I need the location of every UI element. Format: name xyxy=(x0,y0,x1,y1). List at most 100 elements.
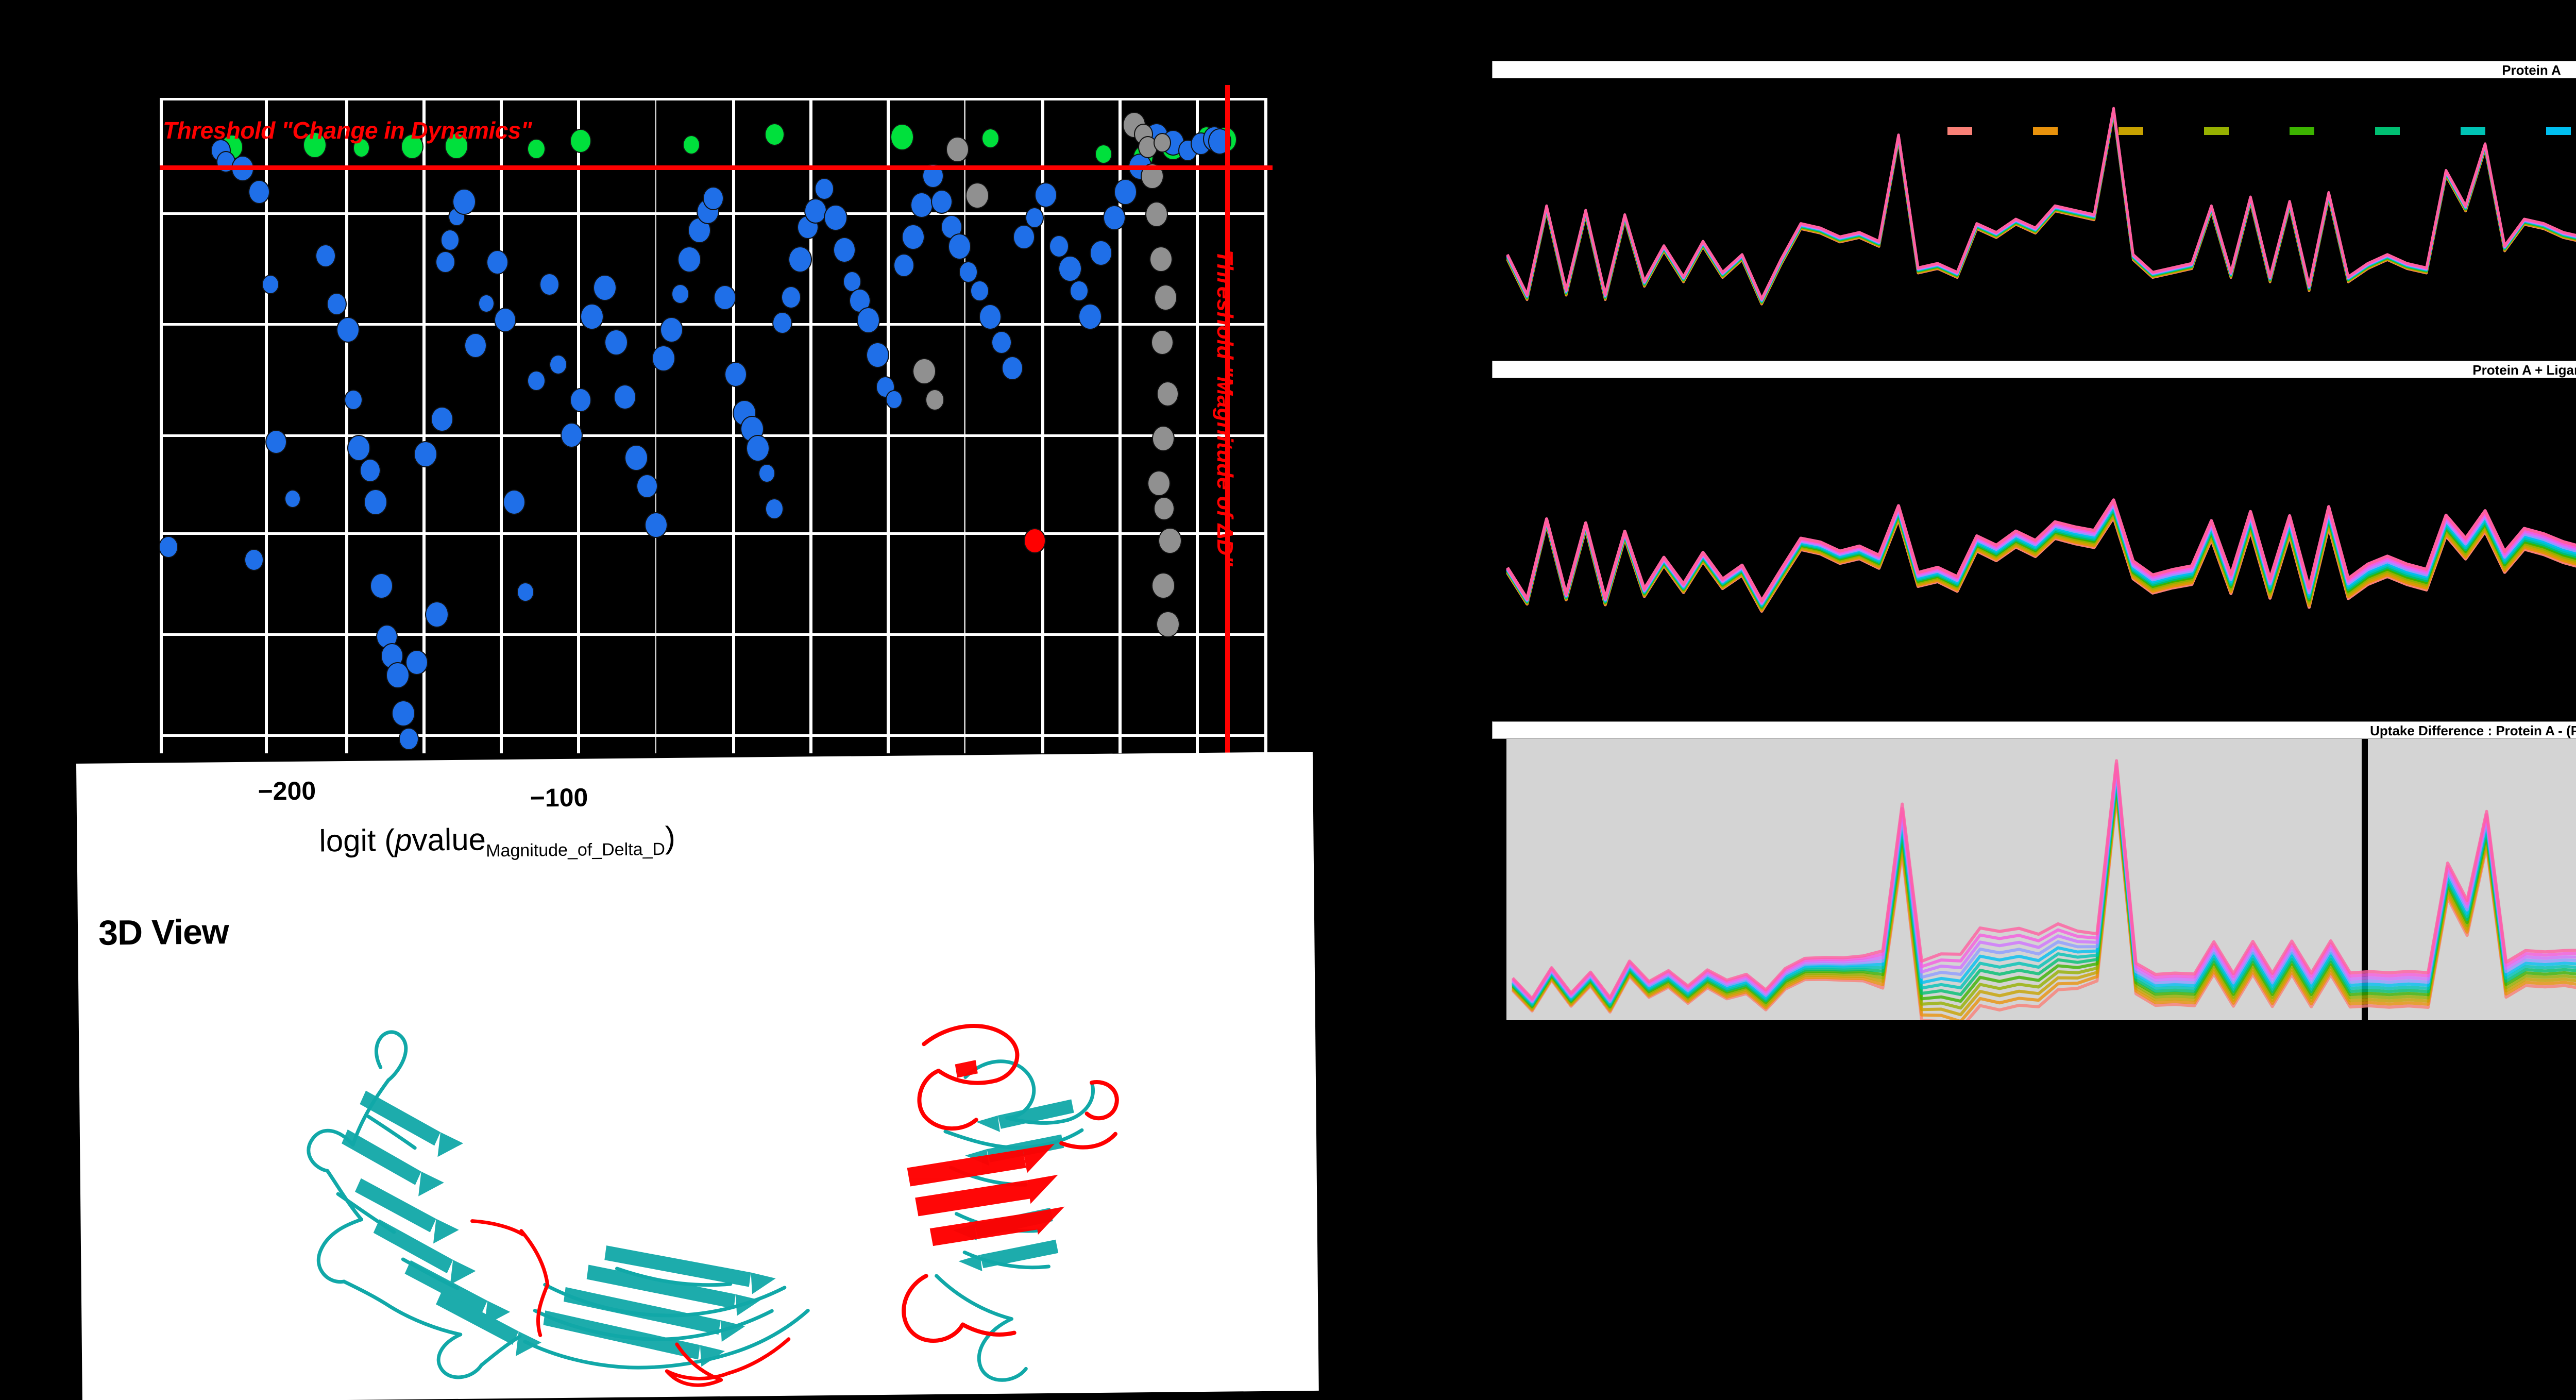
volcano-point[interactable] xyxy=(517,582,534,602)
volcano-point[interactable] xyxy=(445,133,468,160)
volcano-point[interactable] xyxy=(593,275,617,301)
volcano-point[interactable] xyxy=(824,205,848,231)
volcano-point[interactable] xyxy=(948,233,972,260)
uptake-panel-protein-a[interactable]: Protein A xyxy=(1492,61,2576,329)
volcano-point[interactable] xyxy=(1154,497,1175,521)
volcano-point[interactable] xyxy=(1090,240,1113,266)
volcano-point[interactable] xyxy=(636,474,658,499)
volcano-point[interactable] xyxy=(494,308,516,333)
volcano-point[interactable] xyxy=(405,650,429,676)
volcano-point[interactable] xyxy=(1070,280,1089,302)
volcano-point[interactable] xyxy=(1151,572,1175,599)
volcano-point[interactable] xyxy=(890,124,914,150)
volcano-point[interactable] xyxy=(1114,179,1138,205)
volcano-point[interactable] xyxy=(981,128,1000,149)
volcano-point[interactable] xyxy=(392,700,415,727)
volcano-point[interactable] xyxy=(965,182,989,209)
volcano-point[interactable] xyxy=(435,251,455,274)
volcano-point[interactable] xyxy=(486,250,509,275)
volcano-point[interactable] xyxy=(910,192,934,218)
volcano-point[interactable] xyxy=(478,294,495,313)
volcano-point[interactable] xyxy=(401,134,423,160)
volcano-point[interactable] xyxy=(549,355,568,375)
volcano-point[interactable] xyxy=(724,362,748,387)
volcano-point[interactable] xyxy=(265,430,287,454)
3d-view-card[interactable]: −200 −100 logit (pvalueMagnitude_of_Delt… xyxy=(76,751,1319,1400)
volcano-point[interactable] xyxy=(746,435,770,462)
volcano-point[interactable] xyxy=(652,345,675,372)
volcano-point[interactable] xyxy=(262,275,279,294)
volcano-point[interactable] xyxy=(1078,303,1102,330)
volcano-point[interactable] xyxy=(370,573,393,599)
volcano-point[interactable] xyxy=(765,123,785,146)
volcano-plot-area[interactable]: Threshold "Change in Dynamics" Threshold… xyxy=(159,85,1273,769)
volcano-point[interactable] xyxy=(866,342,889,368)
volcano-point[interactable] xyxy=(159,536,178,558)
legend-swatch-timepoint-5[interactable] xyxy=(2290,127,2314,135)
volcano-point[interactable] xyxy=(452,189,476,215)
volcano-point[interactable] xyxy=(1157,381,1179,407)
volcano-point[interactable] xyxy=(925,389,945,411)
volcano-point[interactable] xyxy=(360,459,381,483)
volcano-point[interactable] xyxy=(580,303,604,330)
legend-swatch-timepoint-4[interactable] xyxy=(2204,127,2229,135)
uptake-chart-difference[interactable] xyxy=(1492,739,2576,1020)
volcano-point[interactable] xyxy=(414,441,437,468)
volcano-point[interactable] xyxy=(1013,225,1035,249)
volcano-point[interactable] xyxy=(425,601,449,628)
volcano-point[interactable] xyxy=(527,139,546,160)
uptake-panel-protein-a-ligand[interactable]: Protein A + Ligand xyxy=(1492,361,2576,629)
volcano-point[interactable] xyxy=(336,317,360,343)
volcano-point[interactable] xyxy=(244,549,264,571)
volcano-point[interactable] xyxy=(804,198,827,224)
volcano-point[interactable] xyxy=(886,390,903,409)
volcano-point[interactable] xyxy=(671,284,690,305)
protein-ribbon-structure[interactable] xyxy=(78,942,1319,1397)
volcano-point[interactable] xyxy=(959,261,978,283)
volcano-point[interactable] xyxy=(1154,133,1171,153)
volcano-point[interactable] xyxy=(624,445,648,471)
volcano-point[interactable] xyxy=(688,217,711,244)
volcano-point[interactable] xyxy=(991,331,1012,354)
volcano-point[interactable] xyxy=(857,307,880,333)
volcano-point[interactable] xyxy=(503,490,526,515)
volcano-point[interactable] xyxy=(893,254,915,277)
volcano-point[interactable] xyxy=(1149,246,1173,273)
volcano-point[interactable] xyxy=(604,329,628,356)
volcano-point[interactable] xyxy=(970,280,989,302)
volcano-point[interactable] xyxy=(399,728,419,751)
volcano-point[interactable] xyxy=(614,384,636,410)
volcano-point[interactable] xyxy=(570,129,592,154)
legend-swatch-timepoint-7[interactable] xyxy=(2461,127,2485,135)
legend-swatch-timepoint-1[interactable] xyxy=(1947,127,1972,135)
volcano-point[interactable] xyxy=(353,138,370,158)
volcano-point[interactable] xyxy=(833,237,856,263)
volcano-point[interactable] xyxy=(979,304,1002,330)
volcano-point[interactable] xyxy=(303,132,327,159)
volcano-point[interactable] xyxy=(364,489,387,516)
volcano-point[interactable] xyxy=(703,187,724,210)
volcano-point[interactable] xyxy=(248,180,270,205)
volcano-point[interactable] xyxy=(431,407,453,432)
volcano-point[interactable] xyxy=(1002,356,1024,381)
volcano-point[interactable] xyxy=(758,464,775,483)
volcano-point[interactable] xyxy=(1147,470,1171,497)
volcano-point[interactable] xyxy=(931,190,953,214)
legend-swatch-timepoint-2[interactable] xyxy=(2033,127,2058,135)
volcano-point[interactable] xyxy=(788,246,812,273)
uptake-chart-protein-a-ligand[interactable] xyxy=(1492,378,2576,629)
volcano-point[interactable] xyxy=(946,137,969,163)
volcano-point[interactable] xyxy=(327,293,347,316)
uptake-panel-difference[interactable]: Uptake Difference : Protein A - (Protein… xyxy=(1492,721,2576,1020)
volcano-point[interactable] xyxy=(714,285,736,311)
volcano-point[interactable] xyxy=(440,229,460,251)
volcano-point[interactable] xyxy=(1154,284,1178,311)
volcano-point[interactable] xyxy=(1151,330,1174,356)
volcano-point[interactable] xyxy=(677,246,701,273)
volcano-point[interactable] xyxy=(570,388,591,412)
volcano-point[interactable] xyxy=(765,498,784,519)
volcano-point[interactable] xyxy=(561,423,583,448)
volcano-point[interactable] xyxy=(1158,528,1182,554)
timepoint-legend[interactable] xyxy=(1484,127,2576,140)
legend-swatch-timepoint-8[interactable] xyxy=(2546,127,2571,135)
